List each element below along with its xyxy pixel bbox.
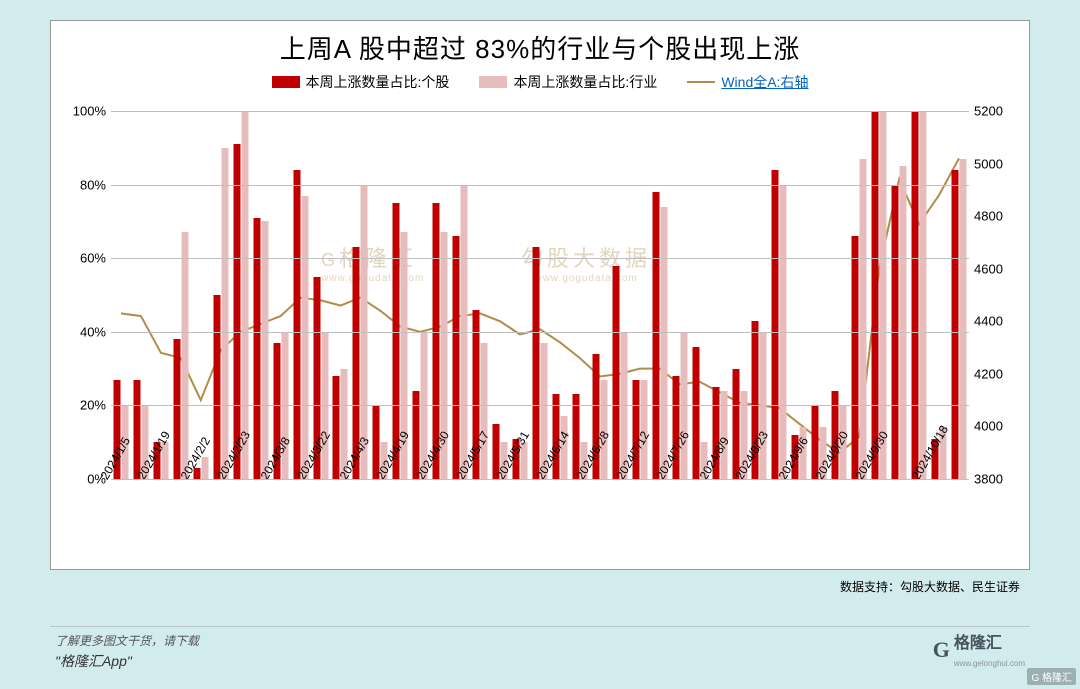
footer-app-name: "格隆汇App" [55,651,132,671]
y-right-tick: 3800 [974,472,1019,487]
logo-g-icon: G [933,637,950,663]
y-right-tick: 5200 [974,104,1019,119]
bar-series1 [213,295,220,479]
bar-group [892,166,907,479]
bar-group [293,170,308,479]
legend-item-series2: 本周上涨数量占比:行业 [479,72,657,92]
bar-series2 [860,159,867,479]
bar-series1 [173,339,180,479]
y-left-tick: 40% [61,324,106,339]
legend-swatch-series2 [479,76,507,88]
bar-series1 [852,236,859,479]
bar-group [952,159,967,479]
bar-group [772,170,787,479]
chart-container: 上周A 股中超过 83%的行业与个股出现上涨 本周上涨数量占比:个股 本周上涨数… [50,20,1030,570]
legend-label-series3: Wind全A:右轴 [721,72,808,92]
bar-series2 [960,159,967,479]
bar-series1 [533,247,540,479]
bar-series1 [912,111,919,479]
bar-series2 [900,166,907,479]
bar-series1 [233,144,240,479]
y-left-tick: 100% [61,104,106,119]
legend-item-series1: 本周上涨数量占比:个股 [272,72,450,92]
bar-group [652,192,667,479]
bar-series1 [333,376,340,479]
logo-url: www.gelonghui.com [954,659,1025,668]
legend-label-series2: 本周上涨数量占比:行业 [513,72,657,92]
bar-group [912,111,927,479]
bar-series2 [221,148,228,479]
bar-series2 [920,111,927,479]
y-left-tick: 60% [61,251,106,266]
y-right-tick: 4600 [974,261,1019,276]
bar-series1 [453,236,460,479]
bar-series2 [261,221,268,479]
bar-group [253,218,268,479]
y-right-tick: 4800 [974,209,1019,224]
y-left-tick: 0% [61,472,106,487]
bar-series2 [660,207,667,479]
y-right-tick: 4400 [974,314,1019,329]
legend-swatch-series3 [687,81,715,83]
y-right-tick: 5000 [974,156,1019,171]
bar-series1 [732,369,739,479]
bar-group [173,232,188,479]
legend-swatch-series1 [272,76,300,88]
footer-divider [50,626,1030,627]
bar-series1 [692,347,699,479]
plot-area: G格隆汇 www.gogudata.com 勾股大数据 www.gogudata… [111,111,969,479]
corner-watermark: G 格隆汇 [1027,668,1076,685]
y-left-tick: 80% [61,177,106,192]
y-right-tick: 4000 [974,419,1019,434]
bar-group [852,159,867,479]
bars-layer: 2024/1/52024/1/192024/2/22024/2/232024/3… [111,111,969,479]
data-source-text: 数据支持：勾股大数据、民生证券 [840,578,1020,595]
legend: 本周上涨数量占比:个股 本周上涨数量占比:行业 Wind全A:右轴 [51,72,1029,92]
bar-group [612,266,627,479]
bar-series1 [652,192,659,479]
bar-series2 [481,343,488,479]
brand-logo: G 格隆汇 www.gelonghui.com [933,629,1025,671]
bar-group [233,111,248,479]
footer-hint: 了解更多图文干货，请下载 [55,632,199,649]
bar-series1 [952,170,959,479]
legend-item-series3: Wind全A:右轴 [687,72,808,92]
bar-series1 [253,218,260,479]
chart-title: 上周A 股中超过 83%的行业与个股出现上涨 [51,21,1029,66]
bar-series1 [772,170,779,479]
logo-text: 格隆汇 [954,635,1002,652]
bar-group [533,247,548,479]
bar-series2 [880,111,887,479]
bar-series2 [181,232,188,479]
legend-label-series1: 本周上涨数量占比:个股 [306,72,450,92]
y-left-tick: 20% [61,398,106,413]
y-right-tick: 4200 [974,366,1019,381]
bar-series1 [612,266,619,479]
bar-series1 [872,111,879,479]
bar-group [872,111,887,479]
bar-series1 [293,170,300,479]
bar-series2 [301,196,308,479]
bar-series2 [241,111,248,479]
bar-group [213,148,228,479]
